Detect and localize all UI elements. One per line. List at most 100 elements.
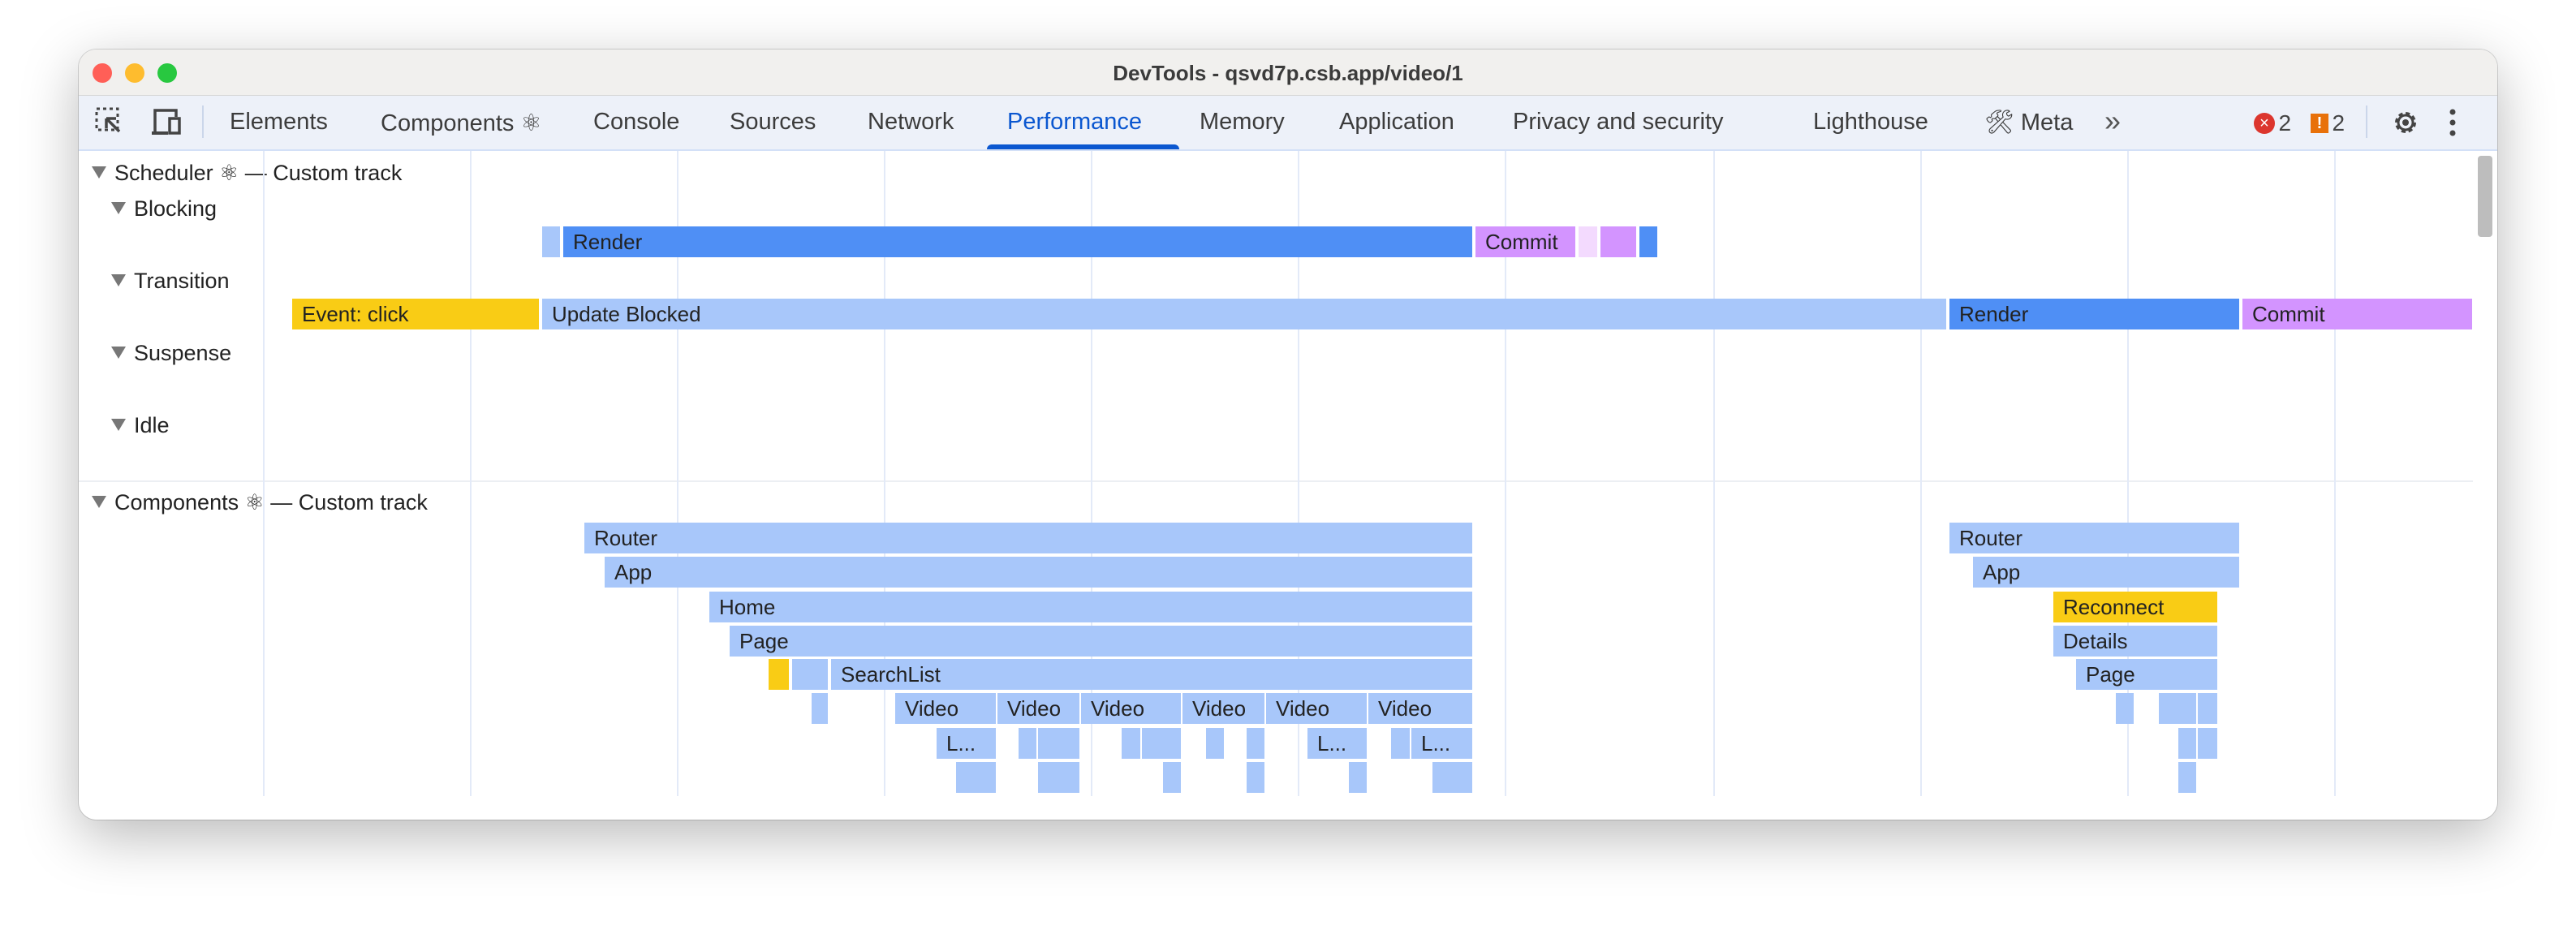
warning-count: 2 <box>2332 110 2346 136</box>
component-slice[interactable] <box>1391 728 1411 759</box>
component-details[interactable]: Details <box>2053 626 2219 657</box>
component-slice[interactable] <box>1142 728 1182 759</box>
track-suspense[interactable]: Suspense <box>111 341 231 366</box>
time-gridline <box>1505 151 1506 796</box>
time-gridline <box>677 151 678 796</box>
blocking-commit-bar[interactable]: Commit <box>1475 226 1577 257</box>
component-slice[interactable] <box>1349 762 1368 793</box>
blocking-slice[interactable] <box>1639 226 1659 257</box>
transition-event-click-bar[interactable]: Event: click <box>292 299 541 329</box>
time-gridline <box>884 151 885 796</box>
component-slice[interactable] <box>2159 693 2198 724</box>
component-slice[interactable] <box>1206 728 1226 759</box>
component-reconnect[interactable]: Reconnect <box>2053 592 2219 622</box>
scheduler-track-header[interactable]: Scheduler ⚛ — Custom track <box>92 161 402 186</box>
component-slice[interactable] <box>2178 728 2198 759</box>
tab-console[interactable]: Console <box>593 109 680 135</box>
component-slice[interactable] <box>812 693 829 724</box>
component-slice[interactable] <box>2116 693 2135 724</box>
track-blocking[interactable]: Blocking <box>111 196 217 222</box>
transition-render-bar[interactable]: Render <box>1949 299 2241 329</box>
component-page[interactable]: Page <box>730 626 1474 657</box>
component-slice[interactable] <box>792 659 829 690</box>
component-app[interactable]: App <box>605 557 1474 588</box>
inspect-element-icon[interactable] <box>95 107 123 135</box>
time-gridline <box>1298 151 1299 796</box>
vertical-scrollbar[interactable] <box>2478 156 2492 237</box>
tab-memory[interactable]: Memory <box>1200 109 1285 135</box>
track-title: Components ⚛ — Custom track <box>114 490 428 515</box>
component-video[interactable]: Video <box>1182 693 1266 724</box>
blocking-slice[interactable] <box>542 226 562 257</box>
component-slice[interactable] <box>2178 762 2198 793</box>
tab-components[interactable]: Components ⚛ <box>381 110 542 136</box>
minimize-window-button[interactable] <box>125 63 144 83</box>
tab-application[interactable]: Application <box>1339 109 1454 135</box>
tab-sources[interactable]: Sources <box>730 109 816 135</box>
error-count: 2 <box>2278 110 2292 136</box>
tab-lighthouse[interactable]: Lighthouse <box>1813 109 1928 135</box>
warning-icon: ! <box>2311 114 2328 133</box>
track-title: Scheduler ⚛ — Custom track <box>114 161 403 185</box>
time-gridline <box>470 151 472 796</box>
component-searchlist[interactable]: SearchList <box>831 659 1474 690</box>
component-video[interactable]: Video <box>1081 693 1182 724</box>
components-track-header[interactable]: Components ⚛ — Custom track <box>92 490 428 515</box>
component-truncated[interactable]: L... <box>1411 728 1474 759</box>
component-truncated[interactable]: L... <box>937 728 997 759</box>
component-slice[interactable] <box>1038 728 1081 759</box>
component-slice[interactable] <box>1038 762 1081 793</box>
transition-commit-bar[interactable]: Commit <box>2242 299 2474 329</box>
component-slice[interactable] <box>2198 728 2219 759</box>
component-video[interactable]: Video <box>1368 693 1474 724</box>
zoom-window-button[interactable] <box>157 63 177 83</box>
more-tabs-chevron-icon[interactable]: » <box>2104 104 2122 137</box>
time-gridline <box>1091 151 1092 796</box>
collapse-triangle-icon <box>111 347 126 360</box>
tab-performance[interactable]: Performance <box>1007 109 1143 135</box>
blocking-slice[interactable] <box>1579 226 1599 257</box>
performance-flame-chart[interactable]: Scheduler ⚛ — Custom track Blocking Tran… <box>79 151 2497 820</box>
more-vert-icon[interactable] <box>2449 109 2457 140</box>
component-truncated[interactable]: L... <box>1307 728 1368 759</box>
component-slice[interactable] <box>2198 693 2219 724</box>
tab-network[interactable]: Network <box>868 109 954 135</box>
component-slice[interactable] <box>956 762 997 793</box>
collapse-triangle-icon <box>92 496 106 509</box>
blocking-render-bar[interactable]: Render <box>563 226 1474 257</box>
component-router[interactable]: Router <box>584 523 1474 553</box>
track-transition[interactable]: Transition <box>111 269 230 294</box>
error-icon: × <box>2254 113 2275 134</box>
divider <box>202 105 204 138</box>
component-home[interactable]: Home <box>709 592 1474 622</box>
divider <box>2366 105 2367 138</box>
blocking-slice[interactable] <box>1600 226 1638 257</box>
component-app[interactable]: App <box>1973 557 2241 588</box>
tab-elements[interactable]: Elements <box>230 109 328 135</box>
window-title: DevTools - qsvd7p.csb.app/video/1 <box>1113 61 1463 85</box>
component-slice[interactable] <box>1247 728 1266 759</box>
component-slice[interactable] <box>769 659 790 690</box>
device-toolbar-icon[interactable] <box>150 107 183 136</box>
component-router[interactable]: Router <box>1949 523 2241 553</box>
gear-icon[interactable] <box>2390 107 2421 142</box>
time-gridline <box>263 151 265 796</box>
tab-meta[interactable]: 🛠 Meta <box>1984 110 2074 136</box>
error-count-button[interactable]: × 2 <box>2254 110 2291 136</box>
component-slice[interactable] <box>1122 728 1142 759</box>
component-slice[interactable] <box>1247 762 1266 793</box>
close-window-button[interactable] <box>93 63 112 83</box>
component-page[interactable]: Page <box>2076 659 2219 690</box>
tab-privacy-and-security[interactable]: Privacy and security <box>1513 109 1724 135</box>
component-video[interactable]: Video <box>1266 693 1368 724</box>
component-video[interactable]: Video <box>997 693 1081 724</box>
warning-count-button[interactable]: ! 2 <box>2311 110 2345 136</box>
transition-update-blocked-bar[interactable]: Update Blocked <box>542 299 1948 329</box>
collapse-triangle-icon <box>111 202 126 215</box>
component-video[interactable]: Video <box>895 693 997 724</box>
component-slice[interactable] <box>1019 728 1038 759</box>
track-idle[interactable]: Idle <box>111 413 170 438</box>
component-slice[interactable] <box>1432 762 1474 793</box>
component-slice[interactable] <box>1163 762 1182 793</box>
active-tab-indicator <box>987 144 1179 149</box>
